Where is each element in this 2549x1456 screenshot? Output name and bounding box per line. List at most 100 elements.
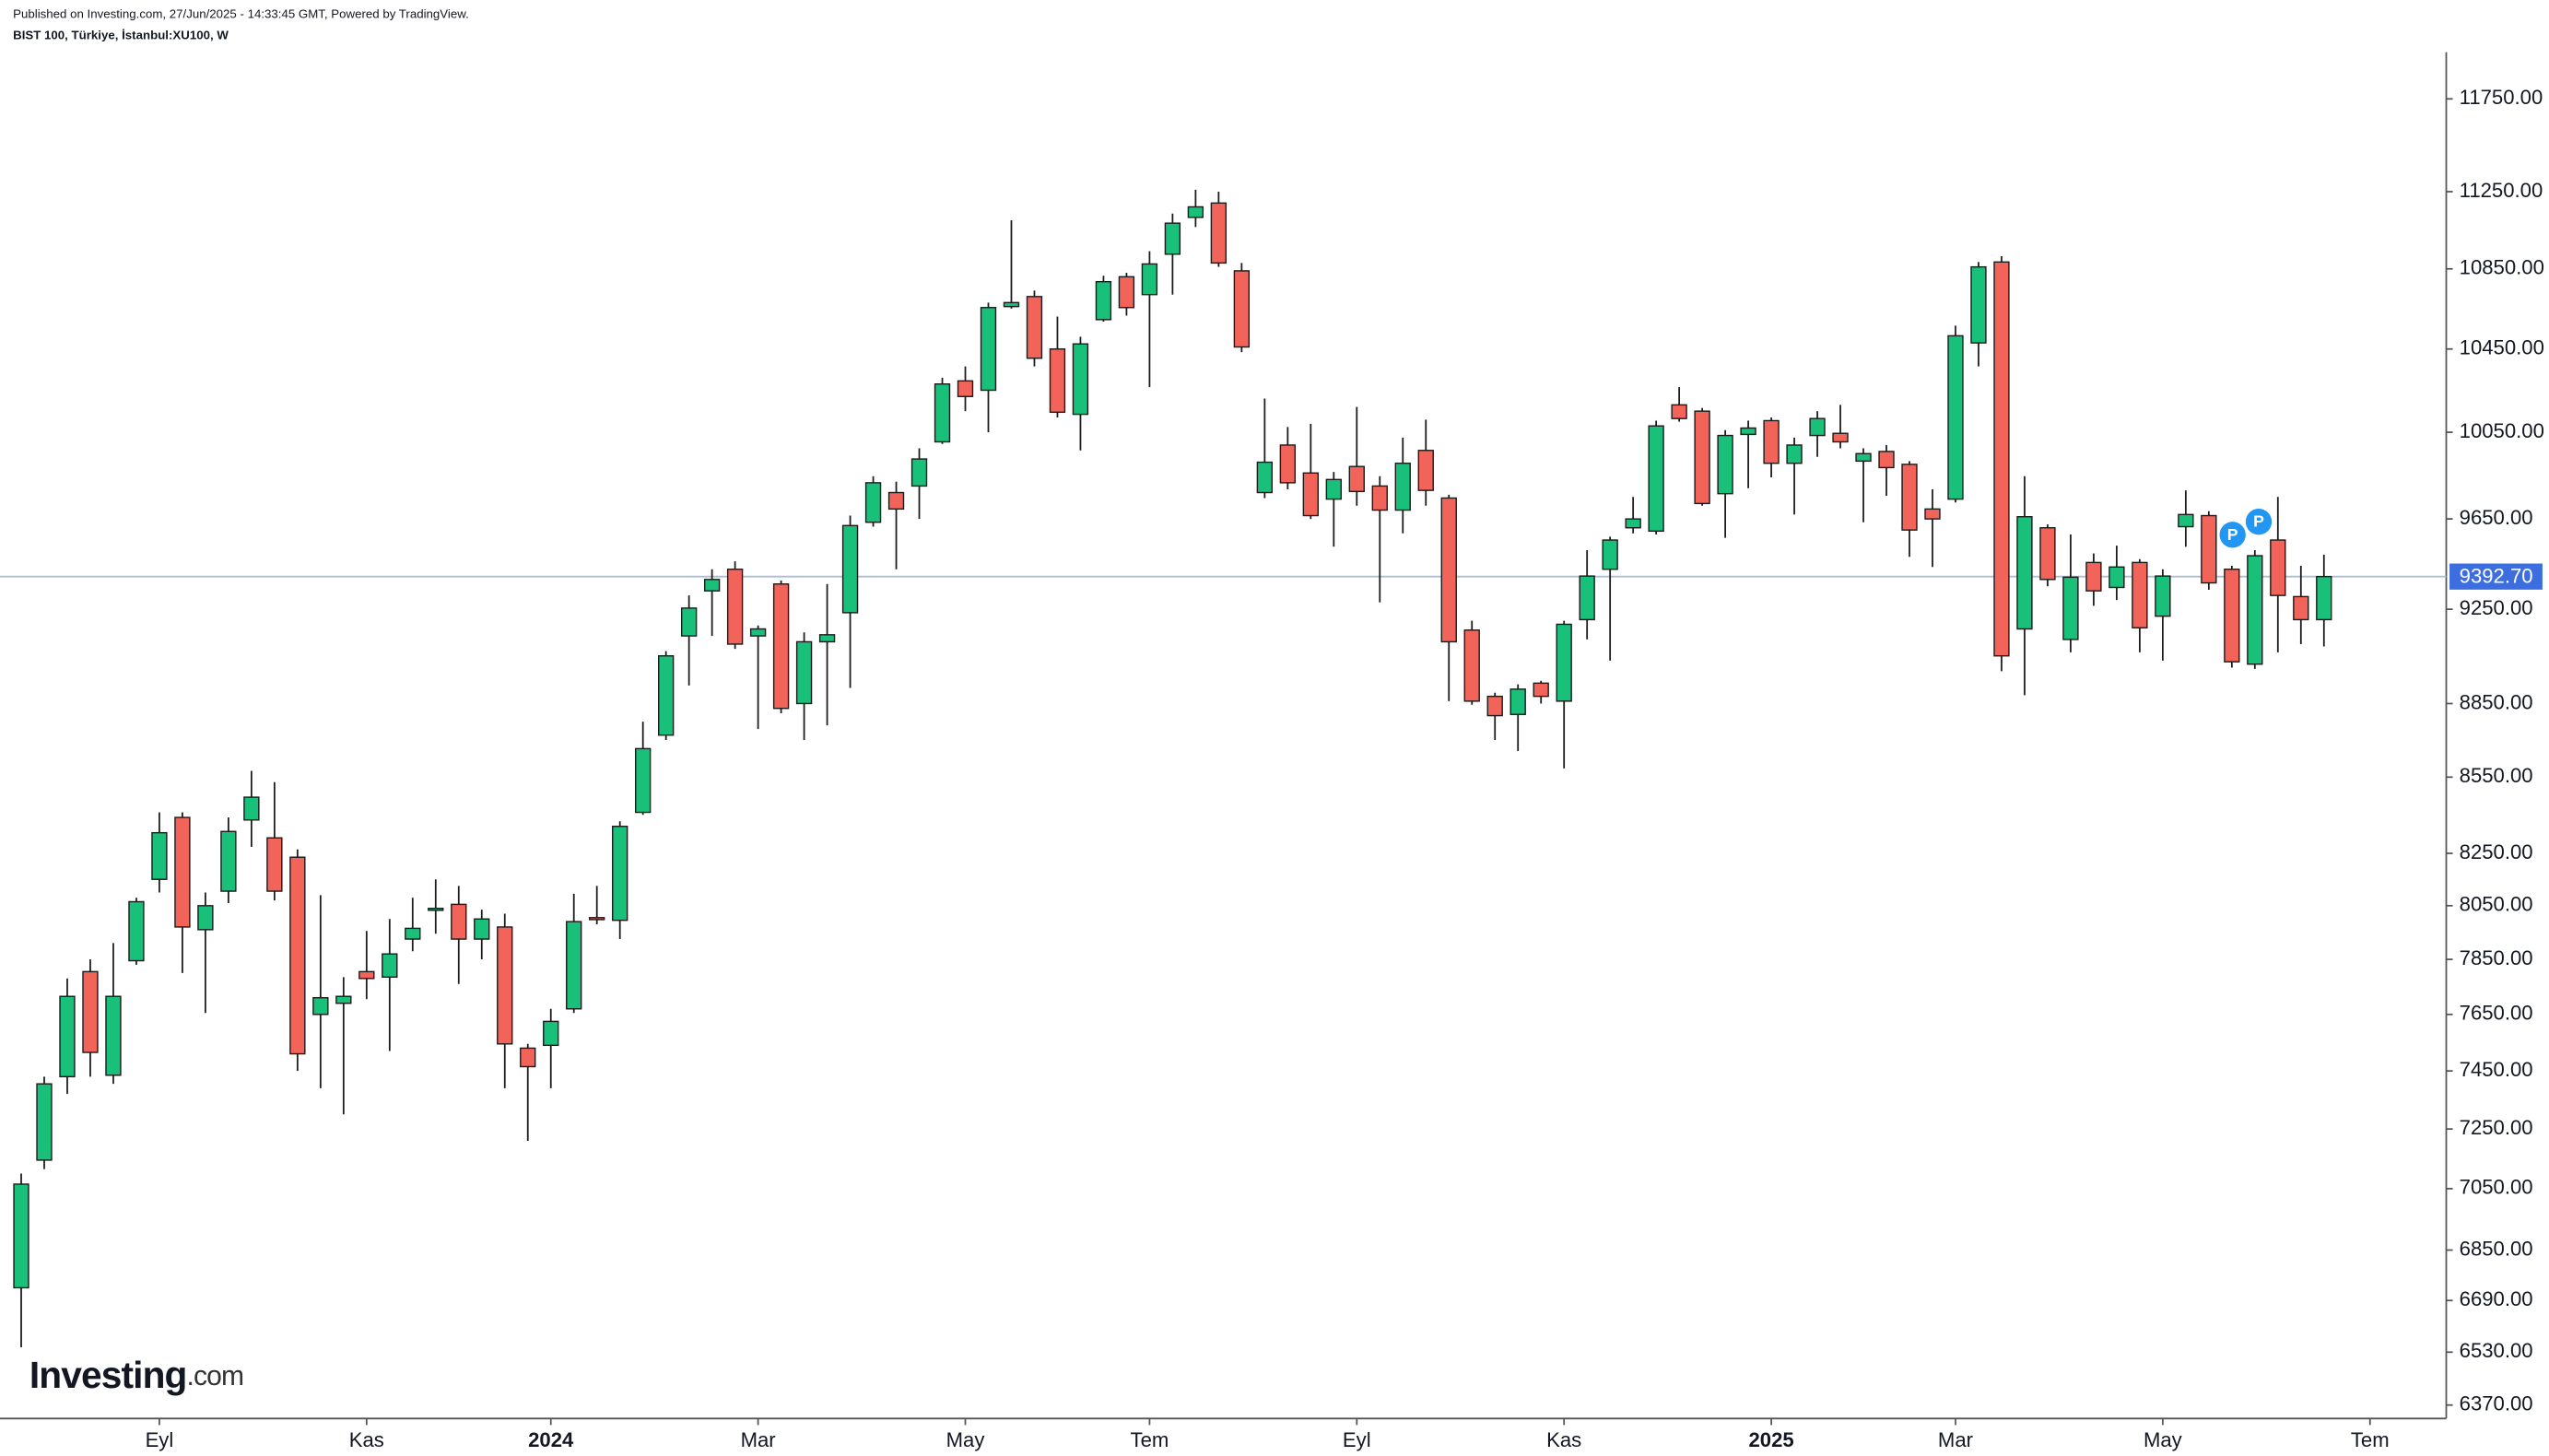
candle-body — [864, 482, 882, 523]
candle-body — [1556, 623, 1572, 702]
candle-body — [1325, 478, 1342, 500]
candle-body — [1210, 202, 1228, 264]
x-tick-label: Kas — [1546, 1428, 1581, 1451]
candle-body — [2062, 576, 2079, 640]
y-tick-label: 11250.00 — [2460, 179, 2543, 202]
x-tick-label: Mar — [1938, 1428, 1973, 1451]
candle-body — [1440, 497, 1457, 643]
last-price-tag — [2449, 563, 2543, 590]
candle-body — [1878, 451, 1895, 469]
x-tick-label: Kas — [349, 1428, 384, 1451]
candle-body — [1579, 575, 1595, 621]
candle-body — [1233, 270, 1251, 348]
candle-body — [980, 307, 997, 392]
candle-body — [589, 917, 605, 921]
x-tick-label: May — [946, 1428, 986, 1451]
candle-body — [1302, 472, 1319, 517]
x-tick-label: May — [2144, 1428, 2183, 1451]
candle-body — [2201, 514, 2217, 584]
candle-body — [772, 583, 790, 710]
candle-body — [635, 747, 652, 814]
candle-body — [174, 816, 191, 928]
candle-body — [2316, 575, 2332, 621]
candle-body — [1026, 296, 1043, 359]
candle-body — [1049, 348, 1066, 414]
candle-body — [1095, 280, 1112, 321]
candle-body — [2270, 539, 2286, 596]
candle-body — [36, 1083, 53, 1161]
candle-body — [1924, 508, 1941, 520]
candle-body — [2039, 527, 2056, 581]
candle-body — [105, 995, 122, 1076]
y-tick-label: 7050.00 — [2460, 1176, 2533, 1199]
candle-body — [1118, 276, 1135, 309]
logo-suffix: .com — [187, 1361, 244, 1391]
candle-body — [312, 997, 329, 1016]
candle-body — [266, 837, 283, 892]
candle-body — [1509, 688, 1526, 715]
candle-body — [520, 1047, 536, 1068]
candle-body — [2016, 516, 2033, 630]
y-tick-label: 7450.00 — [2460, 1058, 2533, 1081]
candle-body — [2132, 561, 2148, 628]
y-tick-label: 7650.00 — [2460, 1002, 2533, 1025]
candle-body — [428, 907, 444, 911]
candle-body — [1394, 463, 1411, 511]
candle-body — [818, 634, 836, 643]
y-tick-label: 6690.00 — [2460, 1287, 2533, 1310]
candle-body — [220, 830, 237, 892]
logo-main: Investing — [29, 1354, 187, 1396]
y-tick-label: 9650.00 — [2460, 506, 2533, 529]
candle-body — [358, 970, 375, 980]
candle-body — [243, 796, 260, 821]
candle-body — [1694, 410, 1710, 505]
candle-body — [1786, 444, 1803, 464]
x-tick-label: Eyl — [146, 1428, 174, 1451]
marker-label: P — [2227, 525, 2238, 544]
y-tick-label: 6850.00 — [2460, 1237, 2533, 1260]
candle-body — [2178, 513, 2194, 528]
candle-body — [1003, 301, 1020, 308]
x-tick-label: Tem — [1131, 1428, 1169, 1451]
candle-body — [128, 900, 145, 962]
candle-body — [335, 995, 352, 1004]
candle-body — [1072, 343, 1089, 416]
last-price-label: 9392.70 — [2460, 564, 2533, 587]
y-tick-label: 7850.00 — [2460, 946, 2533, 969]
candle-body — [1855, 452, 1872, 463]
candle-body — [703, 579, 721, 592]
candle-body — [749, 628, 767, 637]
candle-body — [957, 380, 974, 397]
candle-body — [1947, 335, 1964, 500]
candle-body — [405, 927, 421, 940]
candle-body — [887, 491, 905, 511]
candle-body — [1763, 419, 1780, 464]
candle-body — [2109, 566, 2125, 589]
candle-body — [1164, 222, 1181, 255]
candle-body — [1740, 427, 1756, 436]
candle-body — [59, 995, 76, 1078]
candle-body — [82, 970, 99, 1053]
y-tick-label: 10450.00 — [2460, 336, 2544, 359]
x-tick-label: Eyl — [1343, 1428, 1371, 1451]
candle-body — [1993, 261, 2010, 657]
candle-body — [1602, 539, 1618, 570]
candle-body — [1671, 404, 1687, 419]
candle-body — [13, 1183, 29, 1289]
candle-body — [451, 903, 467, 940]
y-tick-label: 8050.00 — [2460, 893, 2533, 916]
candle-body — [657, 655, 675, 736]
candle-body — [197, 905, 214, 931]
candle-body — [1648, 425, 1664, 533]
candle-body — [2247, 555, 2263, 665]
candle-body — [934, 383, 951, 443]
x-tick-label: Mar — [741, 1428, 776, 1451]
candle-body — [1279, 444, 1297, 484]
marker-badge — [2245, 509, 2273, 535]
candle-body — [1533, 682, 1549, 698]
candle-body — [2155, 575, 2171, 617]
candle-body — [680, 607, 698, 637]
candle-body — [382, 953, 398, 979]
y-tick-label: 10050.00 — [2460, 419, 2544, 442]
